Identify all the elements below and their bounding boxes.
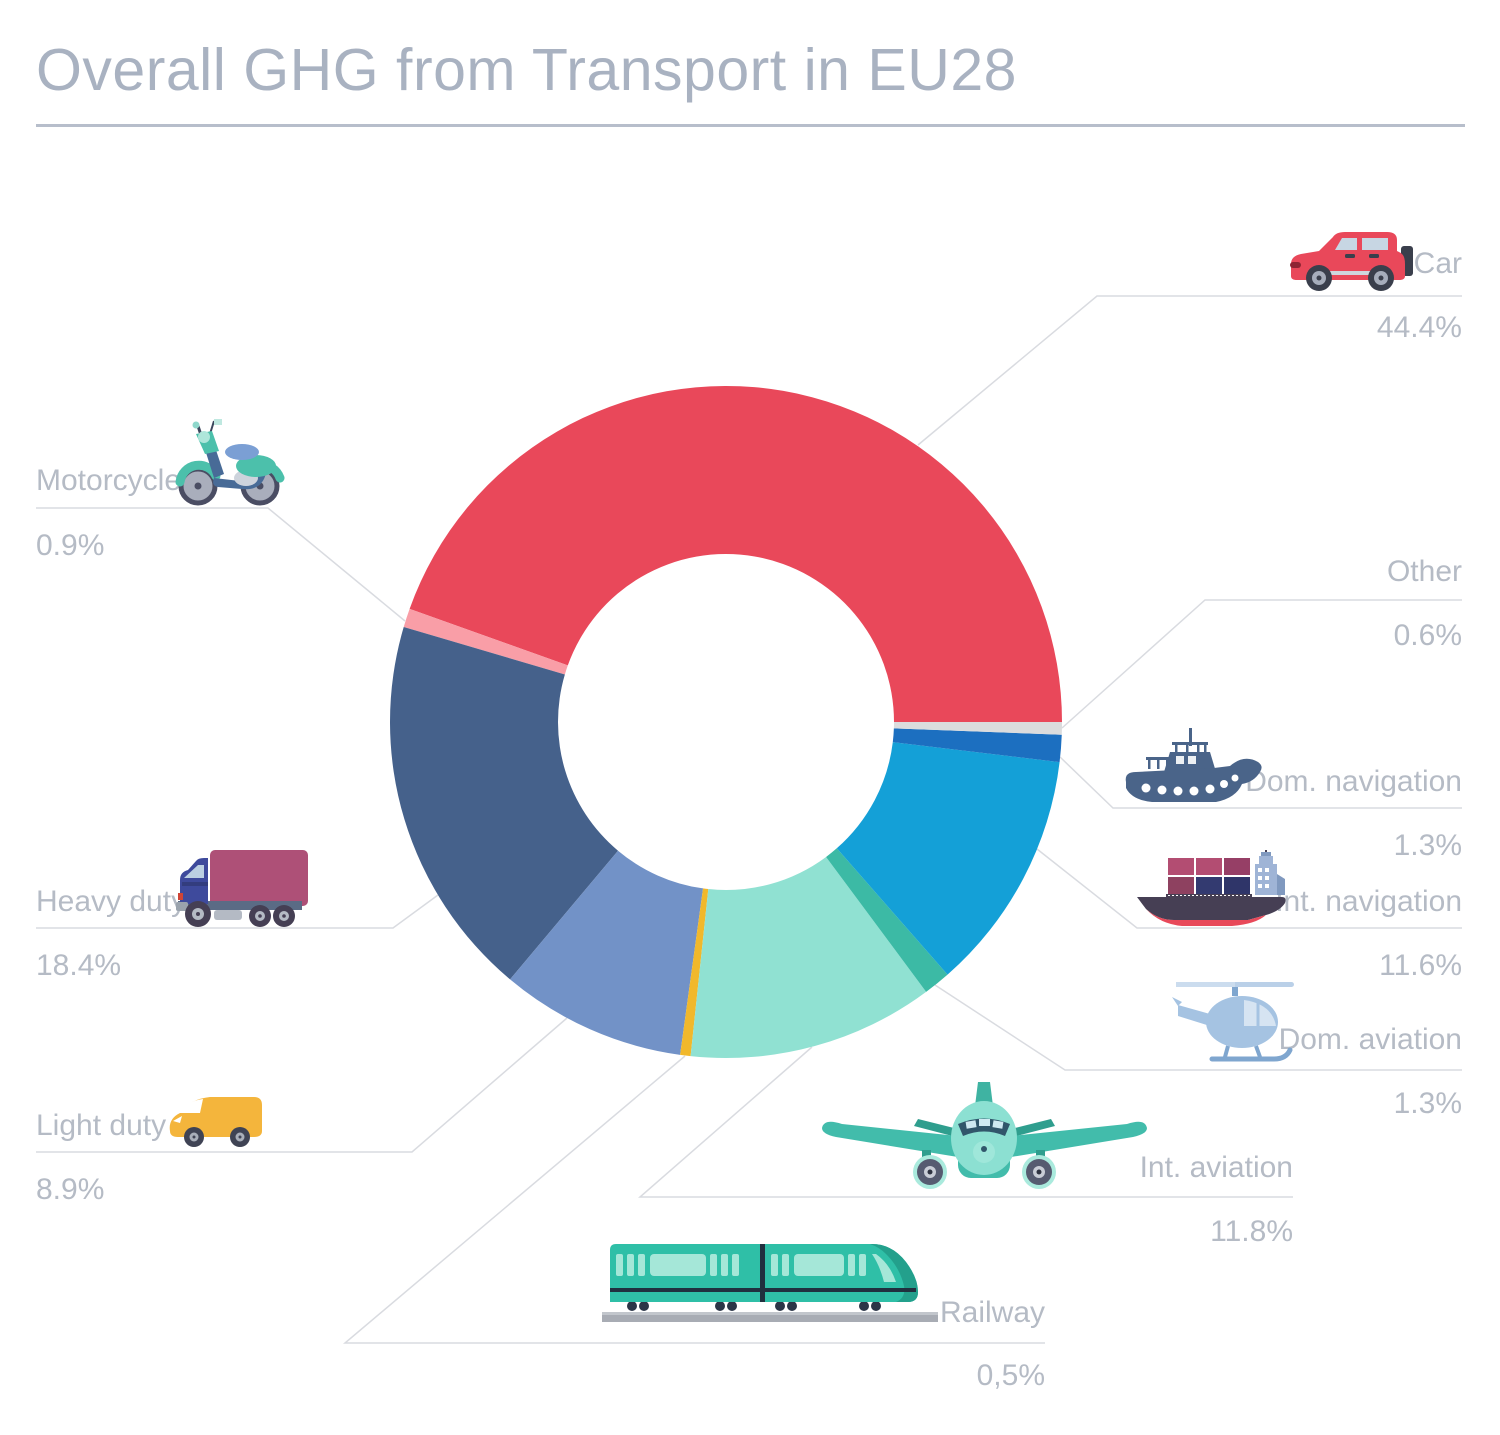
slice-car — [409, 385, 1062, 722]
slice-dom-aviation — [826, 848, 948, 992]
title-divider — [36, 124, 1465, 127]
slice-heavy-duty — [390, 626, 619, 980]
van-icon — [169, 1097, 262, 1147]
legend-value-light-duty: 8.9% — [36, 1173, 105, 1206]
legend-label-light-duty: Light duty — [36, 1109, 167, 1142]
legend-label-other: Other — [1386, 555, 1462, 588]
slice-dom-navigation — [892, 728, 1062, 763]
leader-heavy-duty — [36, 894, 439, 929]
legend-value-int-aviation: 11.8% — [1210, 1215, 1293, 1248]
legend-label-car: Car — [1413, 247, 1462, 280]
slice-other — [893, 722, 1062, 735]
helicopter-icon — [1172, 982, 1294, 1062]
donut-slices — [390, 385, 1062, 1059]
slice-int-aviation — [690, 856, 927, 1059]
cargo-ship-icon — [1137, 850, 1286, 926]
leader-dom-navigation — [1059, 756, 1462, 809]
airplane-icon — [822, 1082, 1147, 1189]
leader-dom-aviation — [934, 984, 1462, 1071]
truck-icon — [176, 850, 308, 927]
slice-light-duty — [510, 850, 704, 1055]
legend-label-int-aviation: Int. aviation — [1139, 1151, 1293, 1184]
legend-value-dom-aviation: 1.3% — [1393, 1087, 1462, 1120]
leader-motorcycle — [36, 507, 406, 622]
legend-value-dom-navigation: 1.3% — [1393, 829, 1462, 862]
scooter-icon — [175, 419, 285, 506]
leader-other — [1061, 599, 1462, 729]
legend-label-dom-navigation: Dom. navigation — [1245, 765, 1462, 798]
legend-label-int-navigation: Int. navigation — [1275, 885, 1462, 918]
leader-railway — [342, 1055, 1045, 1344]
slice-motorcycle — [403, 608, 568, 675]
leader-car — [917, 295, 1462, 446]
legend-value-heavy-duty: 18.4% — [36, 949, 122, 982]
legend-value-car: 44.4% — [1376, 311, 1462, 344]
leader-int-navigation — [1036, 848, 1462, 929]
tugboat-icon — [1125, 728, 1262, 802]
leader-light-duty — [36, 1017, 568, 1153]
leader-int-aviation — [637, 1046, 1293, 1198]
legend-value-other: 0.6% — [1393, 619, 1462, 652]
train-icon — [602, 1244, 938, 1322]
car-icon — [1290, 232, 1413, 291]
legend-label-heavy-duty: Heavy duty — [36, 885, 187, 918]
legend-value-motorcycle: 0.9% — [36, 529, 105, 562]
legend-value-railway: 0,5% — [976, 1359, 1045, 1392]
legend-label-railway: Railway — [939, 1296, 1045, 1329]
legend-label-dom-aviation: Dom. aviation — [1278, 1023, 1462, 1056]
legend-label-motorcycle: Motorcycle — [36, 464, 182, 497]
page-title: Overall GHG from Transport in EU28 — [36, 37, 1017, 103]
slice-railway — [680, 888, 709, 1057]
slice-int-navigation — [836, 742, 1060, 975]
legend-value-int-navigation: 11.6% — [1379, 949, 1462, 982]
